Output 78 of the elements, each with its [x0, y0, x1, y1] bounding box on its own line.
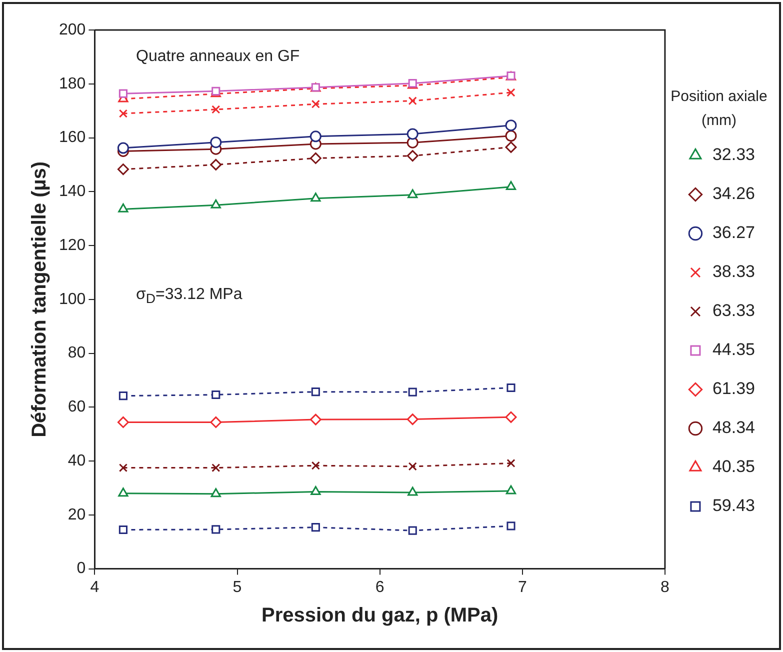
legend-label: 44.35: [712, 340, 756, 360]
point: [117, 164, 129, 176]
y-tick-label: 0: [76, 560, 86, 578]
point: [408, 526, 417, 535]
y-tick-label: 180: [58, 75, 86, 92]
point: [505, 120, 517, 132]
point: [118, 463, 128, 472]
point: [310, 414, 322, 426]
point: [506, 88, 516, 97]
point: [505, 130, 517, 142]
legend-label: 36.27: [712, 223, 756, 242]
point: [212, 105, 220, 114]
legend-label: 38.33: [712, 262, 756, 282]
point: [406, 414, 418, 426]
y-tick-label: 20: [68, 506, 86, 524]
x-tick-label: 8: [660, 578, 670, 596]
y-axis-title: Déformation tangentielle (µs): [28, 161, 51, 438]
point: [311, 461, 320, 470]
legend-label: 59.43: [712, 496, 756, 516]
y-tick-label: 60: [68, 398, 86, 416]
y-tick-label: 40: [68, 452, 86, 470]
y-tick-label: 140: [58, 183, 86, 200]
point: [118, 89, 128, 98]
point: [311, 100, 320, 108]
y-tick-label: 80: [68, 344, 86, 362]
point: [210, 416, 222, 428]
legend-label: 63.33: [712, 301, 756, 320]
point: [408, 96, 417, 106]
point: [310, 192, 321, 202]
point: [118, 525, 128, 534]
legend-label: 48.34: [712, 418, 756, 438]
point: [212, 463, 220, 472]
point: [506, 485, 516, 494]
annotation: Quatre anneaux en GF: [136, 48, 300, 66]
point: [310, 130, 322, 142]
x-tick-label: 7: [518, 578, 527, 596]
point: [118, 203, 128, 212]
point: [210, 158, 222, 170]
point: [117, 416, 129, 428]
y-tick-label: 120: [58, 236, 86, 254]
legend-label: 40.35: [712, 457, 756, 476]
point: [311, 523, 320, 532]
point: [408, 189, 418, 198]
point: [210, 136, 222, 148]
point: [212, 390, 220, 400]
point: [118, 109, 128, 118]
x-tick-label: 6: [375, 578, 384, 596]
x-axis-title: Pression du gaz, p (MPa): [261, 604, 498, 627]
point: [311, 388, 320, 396]
point: [505, 411, 517, 423]
point: [212, 525, 220, 534]
point: [506, 383, 516, 392]
x-tick-label: 5: [232, 578, 242, 596]
annotation: σ$_{D}$=33.12 MPa: [136, 286, 242, 306]
y-tick-label: 200: [58, 21, 86, 38]
point: [506, 181, 516, 190]
point: [310, 486, 321, 495]
y-tick-label: 160: [58, 129, 86, 146]
point: [506, 522, 516, 530]
point: [118, 392, 128, 400]
point: [408, 486, 418, 496]
point: [310, 152, 322, 164]
point: [118, 488, 128, 497]
point: [505, 141, 517, 153]
point: [506, 458, 516, 468]
legend-label: 34.26: [712, 184, 756, 204]
x-tick-label: 4: [90, 578, 100, 596]
legend-label: 32.33: [712, 145, 756, 164]
point: [406, 128, 418, 140]
point: [408, 462, 417, 471]
point: [408, 388, 417, 396]
legend-title: Position axiale (mm): [670, 87, 768, 131]
point: [210, 199, 221, 208]
point: [406, 150, 418, 162]
y-tick-label: 100: [58, 290, 86, 308]
point: [117, 142, 129, 154]
legend-label: 61.39: [712, 379, 756, 398]
point: [210, 488, 221, 498]
